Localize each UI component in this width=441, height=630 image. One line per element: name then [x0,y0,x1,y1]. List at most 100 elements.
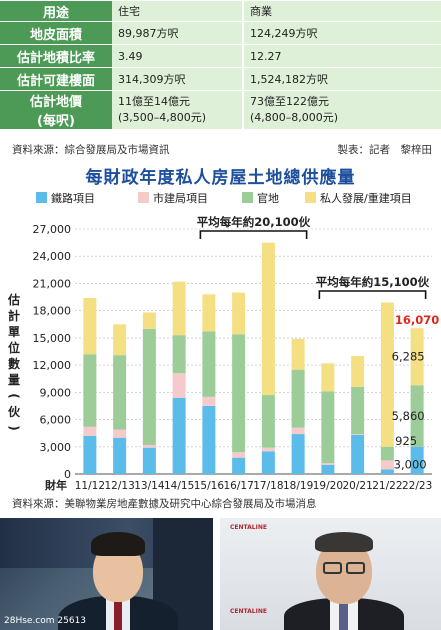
tie-shape [114,600,122,630]
bar-segment-private [321,363,335,392]
bar-segment-ura [321,463,335,465]
cell-commercial-site-area: 124,249方呎 [242,22,441,44]
chart-legend: 鐵路項目 市建局項目 官地 私人發展/重建項目 [10,190,440,206]
legend-swatch-government [242,192,253,203]
row-label-plot-ratio: 估計地積比率 [0,45,112,67]
bar-segment-private [202,294,216,332]
x-axis-label: 財年 [44,478,67,492]
data-label-total: 16,070 [395,313,439,327]
cell-residential-floor-area: 314,309方呎 [112,68,242,90]
cell-commercial-plot-ratio: 12.27 [242,45,441,67]
bar-segment-government [172,335,186,374]
tie-shape-right [339,600,348,630]
y-axis-label-char: 數 [8,356,20,371]
bar-segment-private [172,281,186,336]
bar-segment-ura [232,452,246,458]
stacked-bar-chart: 0 3,000 6,000 9,000 12,000 15,000 18,000 21,000… [7,215,439,492]
bar-segment-ura [291,427,305,435]
bar-segment-rail [113,437,127,474]
legend-label-ura: 市建局項目 [153,192,208,205]
row-label-land-price-line2: (每呎) [37,114,75,129]
x-tick-label: 19/20 [313,480,343,492]
x-tick-label: 16/17 [223,480,253,492]
cell-commercial-land-price: 73億至122億元 (4,800–8,000元) [242,91,441,129]
x-tick-label: 22/23 [402,480,432,492]
bar-segment-rail [202,405,216,474]
table-row-floor-area: 估計可建樓面 314,309方呎 1,524,182方呎 [0,68,441,90]
bar-segment-government [83,354,97,427]
cell-commercial-land-price-line2: (4,800–8,000元) [250,111,339,124]
x-tick-label: 20/21 [342,480,372,492]
cell-residential-usage: 住宅 [112,1,242,21]
x-tick-label: 11/12 [75,480,105,492]
bar-segment-ura [113,429,127,438]
y-axis-label-char: 量 [8,373,20,387]
annotation-label: 平均每年約20,100伙 [197,215,311,229]
y-tick-label: 24,000 [33,250,72,263]
bar-segment-government [380,446,394,461]
bar-segment-private [410,328,424,386]
x-tick-label: 12/13 [104,480,134,492]
data-label-rail: 3,000 [394,457,427,471]
annotation-bracket [318,290,427,299]
chart-title: 每財政年度私人房屋土地總供應量 [85,168,356,188]
legend-label-rail: 鐵路項目 [51,192,95,205]
y-tick-label: 15,000 [33,332,72,345]
y-tick-label: 9,000 [40,386,72,399]
data-label-government: 5,860 [392,409,425,423]
bar-segment-private [351,356,365,387]
y-axis-label-char: 位 [8,340,20,355]
cell-commercial-floor-area: 1,524,182方呎 [242,68,441,90]
y-axis-label-char: ( [7,393,21,398]
photo-spokesman-right: CENTALINE CENTALINE [220,518,441,630]
legend-item-government: 官地 [242,190,279,206]
bar-segment-ura [83,426,97,436]
hair-shape-right [315,532,373,552]
bar-segment-private [291,338,305,370]
cell-residential-land-price-line2: (3,500–4,800元) [118,111,207,124]
glasses-right-lens [346,562,365,574]
annotation-bracket [199,230,308,239]
bar-segment-rail [172,397,186,474]
bar-segment-government [261,395,275,448]
x-tick-label: 21/22 [372,480,402,492]
bar-segment-rail [142,447,156,474]
y-tick-label: 12,000 [33,359,72,372]
bar-segment-government [232,334,246,453]
centaline-logo-bottom: CENTALINE [230,608,267,615]
cell-commercial-land-price-line1: 73億至122億元 [250,95,329,108]
legend-label-government: 官地 [257,192,279,205]
bar-segment-government [321,391,335,464]
y-tick-label: 3,000 [40,441,72,454]
y-axis-label-char: 伙 [8,404,21,419]
bar-segment-government [351,386,365,435]
x-tick-label: 14/15 [164,480,194,492]
bar-segment-government [410,385,424,447]
bar-segment-rail [291,434,305,474]
y-axis-label-char: 計 [8,308,20,323]
x-tick-label: 17/18 [253,480,283,492]
bar-segment-government [202,331,216,397]
bar-segment-ura [351,434,365,435]
legend-swatch-ura [138,192,149,203]
bar-segment-ura [261,447,275,452]
annotation-label: 平均每年約15,100伙 [316,275,430,289]
bar-segment-government [142,328,156,445]
bar-segment-rail [232,457,246,474]
row-label-site-area: 地皮面積 [0,22,112,44]
bar-segment-ura [172,373,186,398]
table-source: 資料來源：綜合發展局及市場資訊 [12,144,170,156]
legend-item-ura: 市建局項目 [138,190,208,206]
y-tick-label: 0 [64,468,71,481]
table-row-plot-ratio: 估計地積比率 3.49 12.27 [0,45,441,67]
legend-item-private: 私人發展/重建項目 [305,190,412,206]
row-label-floor-area: 估計可建樓面 [0,68,112,90]
cell-residential-site-area: 89,987方呎 [112,22,242,44]
bar-segment-rail [380,469,394,474]
table-row-land-price: 估計地價 (每呎) 11億至14億元 (3,500–4,800元) 73億至12… [0,91,441,129]
cell-residential-plot-ratio: 3.49 [112,45,242,67]
x-tick-label: 13/14 [134,480,165,492]
bar-segment-ura [142,444,156,448]
bar-segment-rail [83,435,97,474]
bar-segment-private [380,302,394,447]
